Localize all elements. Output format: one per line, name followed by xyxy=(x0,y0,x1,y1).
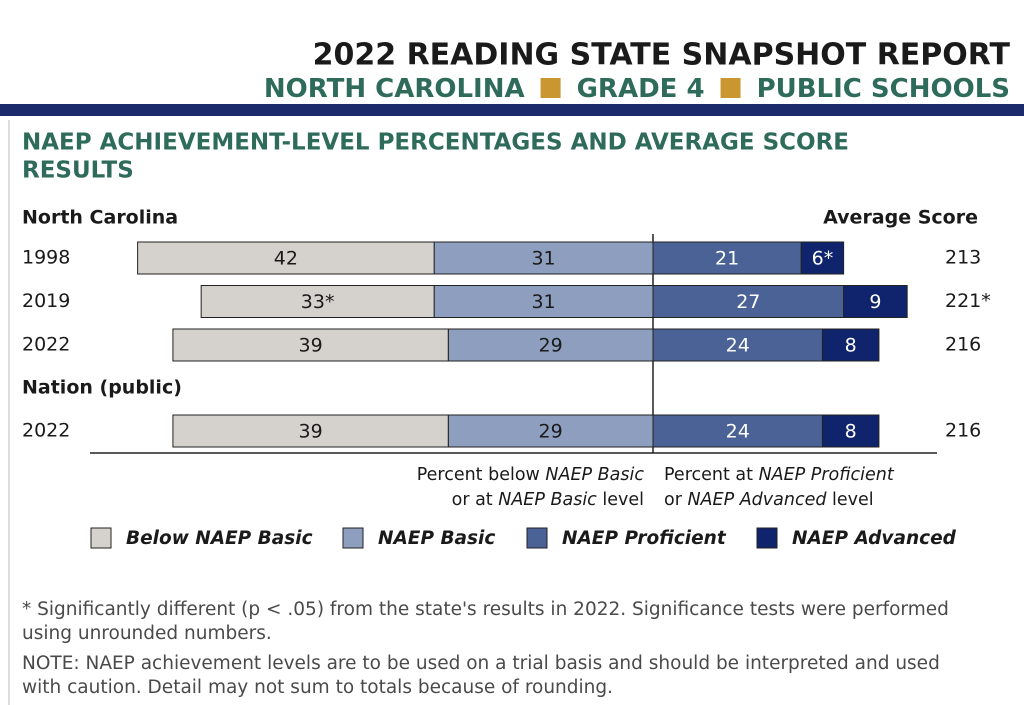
report-subtitle: NORTH CAROLINA GRADE 4 PUBLIC SCHOOLS xyxy=(264,74,1010,104)
row-label: 1998 xyxy=(22,247,70,269)
header-band xyxy=(0,104,1024,116)
bar-label: 24 xyxy=(726,335,750,357)
note-part: Percent below xyxy=(417,465,546,485)
bar-label: 8 xyxy=(845,335,857,357)
subtitle-part: NORTH CAROLINA xyxy=(264,74,525,104)
axis-note: or NAEP Advanced level xyxy=(664,490,874,510)
legend-swatch xyxy=(342,527,364,549)
bar-segment xyxy=(652,285,845,318)
bar-label: 33* xyxy=(301,291,335,313)
bar-label: 24 xyxy=(726,421,750,443)
row-label: 2019 xyxy=(22,290,70,312)
bar-label: 21 xyxy=(715,248,739,270)
bar-segment xyxy=(433,285,654,318)
legend-label: Below NAEP Basic xyxy=(126,528,313,549)
subtitle-part: PUBLIC SCHOOLS xyxy=(757,74,1010,104)
bar-segment xyxy=(821,414,880,448)
bar-label: 9 xyxy=(869,291,881,313)
score-header: Average Score xyxy=(823,207,978,229)
bar-label: 39 xyxy=(298,421,322,443)
separator-square xyxy=(540,78,561,98)
note-part: level xyxy=(826,490,873,510)
group-label: Nation (public) xyxy=(22,377,182,399)
bar-segment xyxy=(447,328,654,362)
subtitle-part: GRADE 4 xyxy=(577,74,705,104)
axis-note: Percent below NAEP Basic xyxy=(417,465,645,485)
note-part: or at xyxy=(452,490,499,510)
bar-label: 31 xyxy=(531,248,555,270)
bar-label: 31 xyxy=(531,291,555,313)
note: NOTE: NAEP achievement levels are to be … xyxy=(22,653,940,698)
note-part: NAEP Proficient xyxy=(759,465,895,485)
section-title: NAEP ACHIEVEMENT-LEVEL PERCENTAGES AND A… xyxy=(22,130,849,156)
legend-swatch xyxy=(526,527,548,549)
bar-label: 42 xyxy=(274,248,298,270)
note-part: Percent at xyxy=(664,465,759,485)
note-part: NAEP Basic xyxy=(498,490,597,510)
group-label: North Carolina xyxy=(22,207,178,229)
axis-note: Percent at NAEP Proficient xyxy=(664,465,895,485)
legend-swatch xyxy=(756,527,778,549)
average-score: 221* xyxy=(945,290,991,312)
legend-label: NAEP Basic xyxy=(378,528,495,549)
bar-segment xyxy=(821,328,880,362)
row-label: 2022 xyxy=(22,420,70,442)
bar-segment xyxy=(200,285,435,318)
bar-label: 8 xyxy=(845,421,857,443)
row-label: 2022 xyxy=(22,334,70,356)
average-score: 216 xyxy=(945,420,981,442)
bar-label: 39 xyxy=(298,335,322,357)
legend-swatch xyxy=(90,527,112,549)
legend-label: NAEP Proficient xyxy=(562,528,727,549)
footnote: * Significantly different (p < .05) from… xyxy=(22,599,949,644)
bar-segment xyxy=(843,285,908,318)
bar-label: 6* xyxy=(812,248,834,270)
average-score: 216 xyxy=(945,334,981,356)
note-part: NAEP Advanced xyxy=(687,490,827,510)
legend-label: NAEP Advanced xyxy=(792,528,957,549)
bar-segment xyxy=(800,241,845,275)
bar-segment xyxy=(172,328,449,362)
section-title: RESULTS xyxy=(22,158,134,184)
report-title: 2022 READING STATE SNAPSHOT REPORT xyxy=(313,38,1011,73)
note-part: level xyxy=(597,490,644,510)
bar-segment xyxy=(137,241,435,275)
bar-label: 27 xyxy=(736,291,760,313)
bar-segment xyxy=(652,328,823,362)
bar-segment xyxy=(433,241,654,275)
axis-note: or at NAEP Basic level xyxy=(452,490,644,510)
note-part: NAEP Basic xyxy=(545,465,644,485)
average-score: 213 xyxy=(945,247,981,269)
bar-label: 29 xyxy=(539,335,563,357)
bar-segment xyxy=(172,414,449,448)
separator-square xyxy=(720,78,741,98)
note-part: or xyxy=(664,490,687,510)
bar-segment xyxy=(652,241,802,275)
bar-label: 29 xyxy=(539,421,563,443)
